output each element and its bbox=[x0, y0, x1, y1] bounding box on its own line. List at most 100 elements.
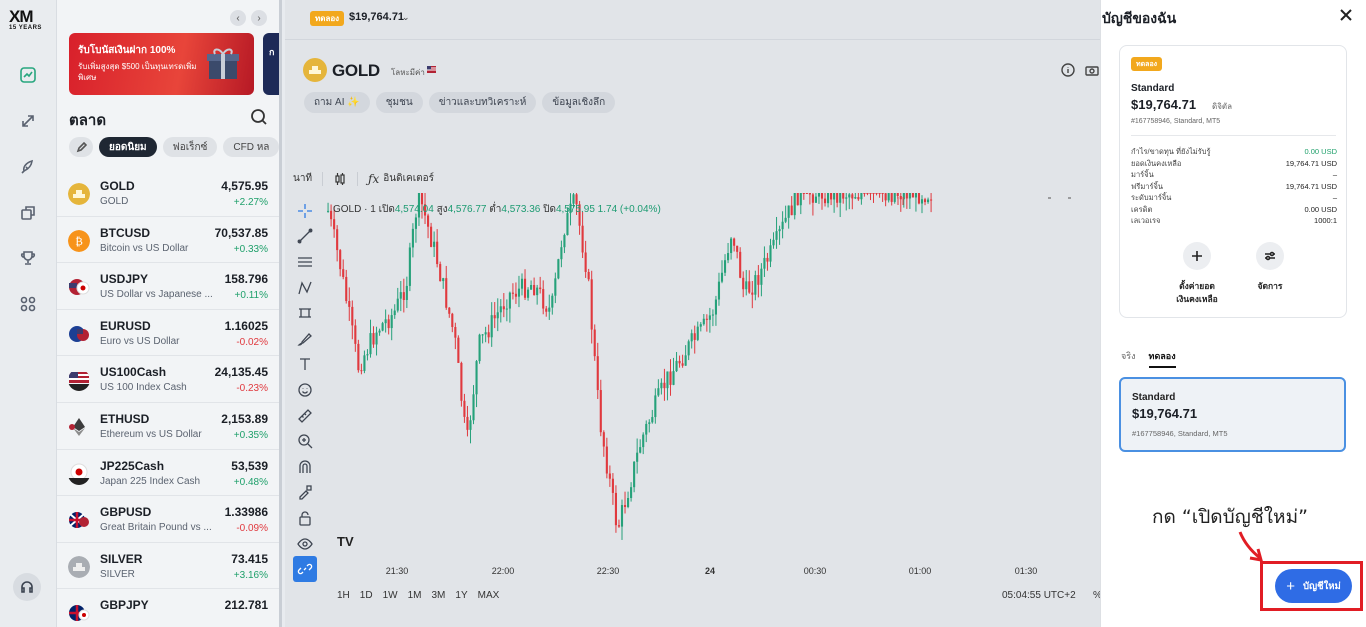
account-stat-row: เครดิต 0.00 USD bbox=[1131, 204, 1337, 216]
interval-selector[interactable]: นาที bbox=[293, 173, 313, 184]
candles-icon[interactable] bbox=[333, 172, 347, 186]
pill-ask-ai[interactable]: ถาม AI ✨ bbox=[304, 92, 370, 113]
eye-icon[interactable] bbox=[293, 531, 317, 557]
chevron-left-icon[interactable]: ‹ bbox=[230, 10, 246, 26]
search-icon[interactable] bbox=[250, 108, 268, 126]
chevron-right-icon[interactable]: › bbox=[251, 10, 267, 26]
market-price: 70,537.85 bbox=[214, 225, 268, 240]
range-1w[interactable]: 1W bbox=[382, 590, 398, 601]
chart-icon[interactable] bbox=[17, 64, 39, 86]
market-row[interactable]: USDJPY US Dollar vs Japanese ... 158.796 +0… bbox=[57, 263, 279, 310]
pattern-icon[interactable] bbox=[293, 275, 317, 301]
fx-icon: ƒx bbox=[368, 171, 380, 186]
drawing-tools bbox=[293, 198, 317, 582]
market-row[interactable]: GBPJPY 212.781 bbox=[57, 589, 279, 627]
parallel-lines-icon[interactable] bbox=[293, 249, 317, 275]
range-1m[interactable]: 1M bbox=[407, 590, 422, 601]
range-3m[interactable]: 3M bbox=[431, 590, 446, 601]
market-list: GOLD GOLD 4,575.95 +2.27% ₿ BTCUSD Bitcoin vs … bbox=[57, 170, 279, 627]
text-icon[interactable] bbox=[293, 352, 317, 378]
market-row[interactable]: EURUSD Euro vs US Dollar 1.16025 -0.02% bbox=[57, 310, 279, 357]
transfer-icon[interactable] bbox=[17, 110, 39, 132]
tab-cfd[interactable]: CFD หล bbox=[223, 137, 279, 157]
tab-forex[interactable]: ฟอเร็กซ์ bbox=[162, 137, 218, 157]
market-row[interactable]: US100Cash US 100 Index Cash 24,135.45 -0.23… bbox=[57, 356, 279, 403]
candle-body bbox=[466, 416, 469, 430]
tab-demo[interactable]: ทดลอง bbox=[1148, 349, 1176, 368]
candle-body bbox=[833, 193, 836, 200]
range-1y[interactable]: 1Y bbox=[455, 590, 468, 601]
stat-label: ยอดเงินคงเหลือ bbox=[1131, 158, 1182, 168]
candle-body bbox=[775, 231, 778, 240]
pill-insights[interactable]: ข้อมูลเชิงลึก bbox=[542, 92, 616, 113]
chart-clock[interactable]: 05:04:55 UTC+2 bbox=[1002, 590, 1076, 601]
market-row[interactable]: GBPUSD Great Britain Pound vs ... 1.33986 -… bbox=[57, 496, 279, 543]
tradingview-logo[interactable]: TV bbox=[337, 534, 354, 549]
projection-icon[interactable] bbox=[293, 300, 317, 326]
market-row[interactable]: ₿ BTCUSD Bitcoin vs US Dollar 70,537.85 +0.3… bbox=[57, 217, 279, 264]
candle-body bbox=[863, 193, 866, 194]
camera-icon[interactable] bbox=[1085, 63, 1099, 77]
apps-icon[interactable] bbox=[17, 293, 39, 315]
symbol-name: GOLD bbox=[332, 61, 380, 80]
market-description: Great Britain Pound vs ... bbox=[100, 522, 212, 534]
panel-title: บัญชีของฉัน bbox=[1102, 10, 1177, 26]
market-row[interactable]: GOLD GOLD 4,575.95 +2.27% bbox=[57, 170, 279, 217]
market-price: 1.16025 bbox=[224, 318, 268, 333]
candle-body bbox=[663, 382, 666, 389]
ohlc-legend: GOLD · 1 เปิด4,574.04 สูง4,576.77 ต่ำ4,5… bbox=[333, 202, 661, 217]
chart-area: ทดลอง $19,764.71 ⌄ GOLD โลหะมีค่า ถาม AI… bbox=[285, 0, 1102, 627]
candle-body bbox=[923, 199, 927, 203]
zoom-in-icon[interactable] bbox=[293, 428, 317, 454]
edit-icon[interactable] bbox=[69, 137, 93, 157]
trend-line-icon[interactable] bbox=[293, 224, 317, 250]
support-icon[interactable] bbox=[13, 573, 41, 601]
link-icon[interactable] bbox=[293, 556, 317, 582]
manage-button[interactable]: จัดการ bbox=[1248, 242, 1292, 293]
market-row[interactable]: SILVER SILVER 73.415 +3.16% bbox=[57, 543, 279, 590]
magnet-icon[interactable] bbox=[293, 454, 317, 480]
lock-icon[interactable] bbox=[293, 505, 317, 531]
selected-account-card[interactable]: Standard $19,764.71 #167758946, Standard… bbox=[1119, 377, 1346, 452]
market-row[interactable]: ETHUSD Ethereum vs US Dollar 2,153.89 +0.35… bbox=[57, 403, 279, 450]
market-price: 2,153.89 bbox=[221, 411, 268, 426]
ruler-icon[interactable] bbox=[293, 403, 317, 429]
account-balance-dropdown[interactable]: $19,764.71 bbox=[349, 11, 405, 23]
new-account-button[interactable]: + บัญชีใหม่ bbox=[1275, 569, 1352, 603]
percent-toggle[interactable]: % bbox=[1093, 590, 1102, 601]
tab-real[interactable]: จริง bbox=[1121, 351, 1136, 361]
promo-banner[interactable]: รับโบนัสเงินฝาก 100% รับเพิ่มสูงสุด $500… bbox=[69, 33, 254, 95]
copy-icon[interactable] bbox=[17, 202, 39, 224]
candle-body bbox=[366, 354, 369, 356]
candle-body bbox=[611, 478, 614, 493]
candle-body bbox=[536, 287, 539, 296]
set-balance-button[interactable]: ตั้งค่ายอด เงินคงเหลือ bbox=[1167, 242, 1227, 306]
lock-drawing-icon[interactable] bbox=[293, 480, 317, 506]
emoji-icon[interactable] bbox=[293, 377, 317, 403]
crosshair-icon[interactable] bbox=[293, 198, 317, 224]
range-1h[interactable]: 1H bbox=[337, 590, 350, 601]
rocket-icon[interactable] bbox=[17, 156, 39, 178]
promo-banner-2[interactable]: ก bbox=[263, 33, 279, 95]
candlestick-chart[interactable] bbox=[323, 185, 1100, 563]
close-icon[interactable] bbox=[1339, 8, 1353, 22]
chevron-down-icon[interactable]: ⌄ bbox=[402, 12, 410, 22]
trophy-icon[interactable] bbox=[17, 247, 39, 269]
promo-text: รับเพิ่มสูงสุด $500 เป็นทุนเทรดเพิ่มพิเศ… bbox=[78, 62, 197, 82]
range-1d[interactable]: 1D bbox=[359, 590, 373, 601]
market-change: +0.11% bbox=[234, 290, 268, 302]
brush-icon[interactable] bbox=[293, 326, 317, 352]
candle-body bbox=[396, 298, 399, 311]
range-max[interactable]: MAX bbox=[477, 590, 500, 601]
xm-logo[interactable]: XM 15 YEARS bbox=[9, 8, 49, 31]
pill-news[interactable]: ข่าวและบทวิเคราะห์ bbox=[428, 92, 537, 113]
indicators-button[interactable]: อินดิเคเตอร์ bbox=[383, 173, 434, 184]
tab-popular[interactable]: ยอดนิยม bbox=[99, 137, 157, 157]
pill-community[interactable]: ชุมชน bbox=[375, 92, 423, 113]
candle-body bbox=[696, 326, 699, 340]
market-row[interactable]: JP225Cash Japan 225 Index Cash 53,539 +0.48… bbox=[57, 450, 279, 497]
candle-body bbox=[796, 193, 799, 206]
candle-body bbox=[493, 315, 496, 319]
info-icon[interactable] bbox=[1061, 63, 1075, 77]
candle-body bbox=[754, 275, 757, 295]
